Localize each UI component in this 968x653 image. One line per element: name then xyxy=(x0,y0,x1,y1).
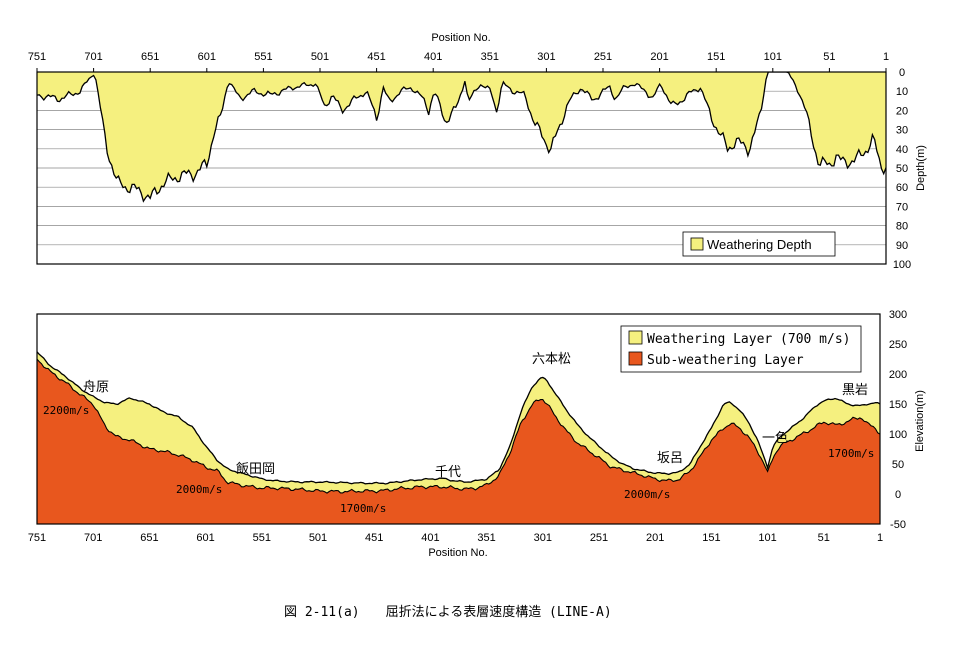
depth-y-tick-label: 80 xyxy=(896,221,908,233)
figure-caption: 図 2-11(a) 屈折法による表層速度構造 (LINE-A) xyxy=(284,604,612,620)
depth-y-tick-label: 40 xyxy=(896,144,908,156)
elevation-y-tick-label: 50 xyxy=(892,459,904,471)
bottom-x-tick-label: 451 xyxy=(365,532,383,544)
top-x-tick-label: 651 xyxy=(141,51,159,63)
bottom-x-axis-title: Position No. xyxy=(428,547,487,559)
depth-y-tick-label: 20 xyxy=(896,105,908,117)
bottom-x-tick-label: 51 xyxy=(818,532,830,544)
legend-label-sub-weathering: Sub-weathering Layer xyxy=(647,353,804,368)
depth-y-tick-labels: 0 10 20 30 40 50 60 70 80 90 100 xyxy=(893,67,911,271)
velocity-label: 1700m/s xyxy=(828,447,874,460)
elevation-y-axis-title: Elevation(m) xyxy=(914,390,926,452)
elevation-y-tick-label: 200 xyxy=(889,369,907,381)
velocity-label: 2200m/s xyxy=(43,404,89,417)
ground-surface-line xyxy=(37,351,880,485)
top-x-tick-label: 601 xyxy=(198,51,216,63)
bottom-x-tick-labels: 751 701 651 601 551 501 451 401 351 301 251 201 151 1… xyxy=(28,532,883,544)
elevation-y-tick-labels: -50 0 50 100 150 200 250 300 xyxy=(889,309,907,531)
elevation-y-tick-label: 100 xyxy=(889,429,907,441)
elevation-y-tick-label: 0 xyxy=(895,489,901,501)
depth-y-tick-label: 30 xyxy=(896,125,908,137)
elevation-chart: 751 701 651 601 551 501 451 401 351 301 251 201 151 1… xyxy=(28,309,926,559)
top-x-tick-label: 401 xyxy=(424,51,442,63)
depth-y-tick-label: 70 xyxy=(896,201,908,213)
top-x-tick-label: 301 xyxy=(537,51,555,63)
bottom-x-tick-label: 151 xyxy=(702,532,720,544)
top-x-tick-label: 201 xyxy=(650,51,668,63)
depth-y-tick-label: 10 xyxy=(896,86,908,98)
bottom-x-tick-label: 701 xyxy=(84,532,102,544)
bottom-x-tick-label: 751 xyxy=(28,532,46,544)
top-x-tick-labels: 751 701 651 601 551 501 451 401 351 301 251 201 151 1… xyxy=(28,51,889,72)
place-sakaro: 坂呂 xyxy=(657,451,683,466)
top-x-tick-label: 251 xyxy=(594,51,612,63)
depth-chart: Position No. 751 701 651 601 551 501 451 401 351… xyxy=(28,32,927,271)
top-x-tick-label: 701 xyxy=(84,51,102,63)
top-x-tick-label: 451 xyxy=(367,51,385,63)
elevation-legend-box xyxy=(620,325,862,373)
top-x-tick-label: 1 xyxy=(883,51,889,63)
weathering-depth-area xyxy=(37,72,886,202)
depth-legend-swatch xyxy=(690,237,704,251)
depth-y-tick-label: 60 xyxy=(896,182,908,194)
velocity-label: 2000m/s xyxy=(176,483,222,496)
elevation-plot-frame xyxy=(36,313,881,525)
depth-legend-label: Weathering Depth xyxy=(707,237,812,252)
bottom-x-tick-label: 551 xyxy=(253,532,271,544)
legend-swatch-weathering xyxy=(628,330,643,345)
depth-y-tick-label: 100 xyxy=(893,259,911,271)
legend-label-weathering: Weathering Layer (700 m/s) xyxy=(647,332,851,347)
bottom-x-tick-label: 101 xyxy=(758,532,776,544)
bottom-x-tick-label: 251 xyxy=(590,532,608,544)
place-roppommatsu: 六本松 xyxy=(532,352,571,367)
velocity-label: 2000m/s xyxy=(624,488,670,501)
bottom-x-tick-label: 501 xyxy=(309,532,327,544)
bottom-x-tick-label: 601 xyxy=(196,532,214,544)
top-x-tick-label: 101 xyxy=(764,51,782,63)
bottom-x-tick-label: 1 xyxy=(877,532,883,544)
sub-weathering-boundary-line xyxy=(37,358,880,494)
depth-y-tick-label: 0 xyxy=(899,67,905,79)
place-chiyo: 千代 xyxy=(435,465,461,480)
depth-legend: Weathering Depth xyxy=(682,231,836,257)
velocity-labels: 2200m/s 2000m/s 1700m/s 2000m/s 1700m/s xyxy=(43,404,874,515)
depth-legend-box xyxy=(682,231,836,257)
elevation-y-tick-label: 150 xyxy=(889,399,907,411)
bottom-x-tick-label: 201 xyxy=(646,532,664,544)
weathering-depth-line xyxy=(37,72,886,203)
top-x-axis-title: Position No. xyxy=(431,32,490,44)
top-x-tick-label: 51 xyxy=(823,51,835,63)
depth-y-tick-label: 90 xyxy=(896,240,908,252)
depth-y-tick-label: 50 xyxy=(896,163,908,175)
bottom-x-tick-label: 301 xyxy=(534,532,552,544)
bottom-x-tick-label: 401 xyxy=(421,532,439,544)
elevation-y-tick-label: 250 xyxy=(889,339,907,351)
bottom-x-tick-label: 651 xyxy=(140,532,158,544)
elevation-legend: Weathering Layer (700 m/s) Sub-weatherin… xyxy=(620,325,862,373)
elevation-y-tick-label: -50 xyxy=(890,519,906,531)
place-iidaoka: 飯田岡 xyxy=(236,462,275,477)
legend-swatch-sub-weathering xyxy=(628,351,643,366)
depth-y-axis-title: Depth(m) xyxy=(915,145,927,191)
top-x-tick-label: 551 xyxy=(254,51,272,63)
place-isshiki: 一色 xyxy=(762,430,788,446)
elevation-y-tick-label: 300 xyxy=(889,309,907,321)
sub-weathering-layer-area xyxy=(37,359,880,524)
top-x-tick-label: 151 xyxy=(707,51,725,63)
depth-plot-frame xyxy=(36,71,887,265)
top-x-tick-label: 501 xyxy=(311,51,329,63)
bottom-x-tick-label: 351 xyxy=(477,532,495,544)
velocity-label: 1700m/s xyxy=(340,502,386,515)
place-name-annotations: 舟原 飯田岡 千代 六本松 坂呂 一色 黒岩 xyxy=(83,352,868,480)
top-x-tick-label: 351 xyxy=(481,51,499,63)
place-funabara: 舟原 xyxy=(83,380,109,395)
top-x-tick-label: 751 xyxy=(28,51,46,63)
place-kuroiwa: 黒岩 xyxy=(842,383,868,398)
